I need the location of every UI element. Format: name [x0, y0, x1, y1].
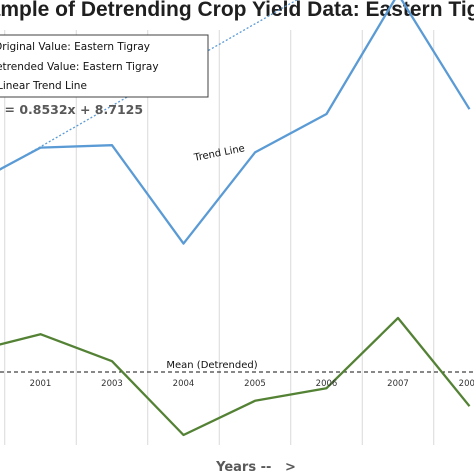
legend-entry-trend-line: Linear Trend Line [0, 80, 87, 92]
series-original-line [0, 0, 471, 245]
legend-entry-original: Original Value: Eastern Tigray [0, 41, 150, 53]
x-tick-label: 2005 [244, 379, 266, 389]
x-tick-label: 2001 [30, 379, 52, 389]
series-detrended-line [0, 316, 471, 437]
legend-entry-detrended: Detrended Value: Eastern Tigray [0, 61, 159, 73]
mean-detrended-label: Mean (Detrended) [166, 360, 257, 371]
trend-equation: y = 0.8532x + 8.7125 [0, 102, 143, 117]
series-layer [0, 0, 474, 437]
x-axis-ticks: 20002001200320042005200620072008 [30, 379, 474, 389]
x-tick-label: 2004 [173, 379, 195, 389]
series-trend-line [0, 0, 298, 171]
x-tick-label: 2006 [316, 379, 338, 389]
chart-title: Example of Detrending Crop Yield Data: E… [0, 0, 474, 21]
legend: Original Value: Eastern Tigray Detrended… [0, 34, 209, 98]
x-axis-title: Years -- > [215, 460, 296, 474]
x-tick-label: 2007 [387, 379, 409, 389]
legend-box [0, 34, 209, 98]
x-tick-label: 2008 [459, 379, 474, 389]
x-tick-label: 2003 [101, 379, 123, 389]
gridlines [4, 30, 435, 445]
